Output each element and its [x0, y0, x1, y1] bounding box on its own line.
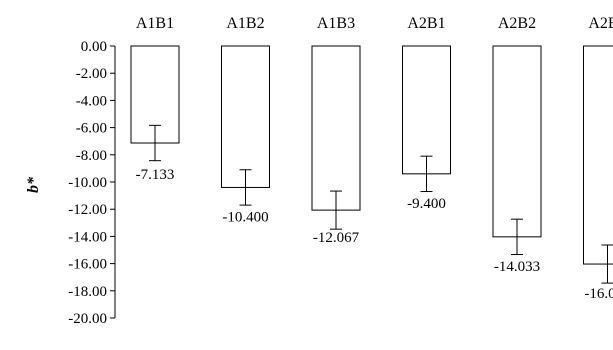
- y-tick-label: -14.00: [68, 229, 107, 245]
- category-label: A1B3: [317, 15, 355, 32]
- y-tick-label: 0.00: [81, 39, 107, 55]
- bar: [492, 45, 542, 238]
- category-label: A2B2: [498, 15, 536, 32]
- y-tick-label: -18.00: [68, 284, 107, 300]
- y-tick-label: -10.00: [68, 175, 107, 191]
- category-labels: A1B1 A1B2 A1B3 A2B1 A2B2 A2B3: [136, 15, 613, 32]
- y-axis-ticks: 0.00 -2.00 -4.00 -6.00 -8.00 -10.00 -12.00 -14.…: [68, 39, 115, 327]
- bar: [583, 45, 613, 265]
- data-label: -7.133: [136, 167, 175, 183]
- category-label: A1B1: [136, 15, 174, 32]
- y-tick-label: -12.00: [68, 202, 107, 218]
- data-label: -14.033: [494, 259, 540, 275]
- bars: [130, 45, 613, 265]
- y-tick-label: -8.00: [76, 148, 107, 164]
- y-tick-label: -2.00: [76, 66, 107, 82]
- error-bars: [149, 124, 613, 284]
- data-label: -16.033: [584, 286, 613, 302]
- bar: [311, 45, 361, 211]
- y-tick-label: -6.00: [76, 121, 107, 137]
- category-label: A2B3: [588, 15, 613, 32]
- y-tick-label: -16.00: [68, 257, 107, 273]
- data-label: -12.067: [313, 230, 360, 246]
- value-labels: -7.133 -10.400 -12.067 -9.400 -14.033 -16.033: [136, 167, 613, 302]
- data-label: -9.400: [407, 196, 446, 212]
- y-tick-label: -4.00: [76, 93, 107, 109]
- y-axis-label: b*: [25, 176, 42, 193]
- category-label: A1B2: [226, 15, 264, 32]
- category-label: A2B1: [407, 15, 445, 32]
- y-tick-label: -20.00: [68, 311, 107, 327]
- data-label: -10.400: [222, 209, 268, 225]
- bar: [221, 45, 270, 188]
- bar: [402, 45, 451, 175]
